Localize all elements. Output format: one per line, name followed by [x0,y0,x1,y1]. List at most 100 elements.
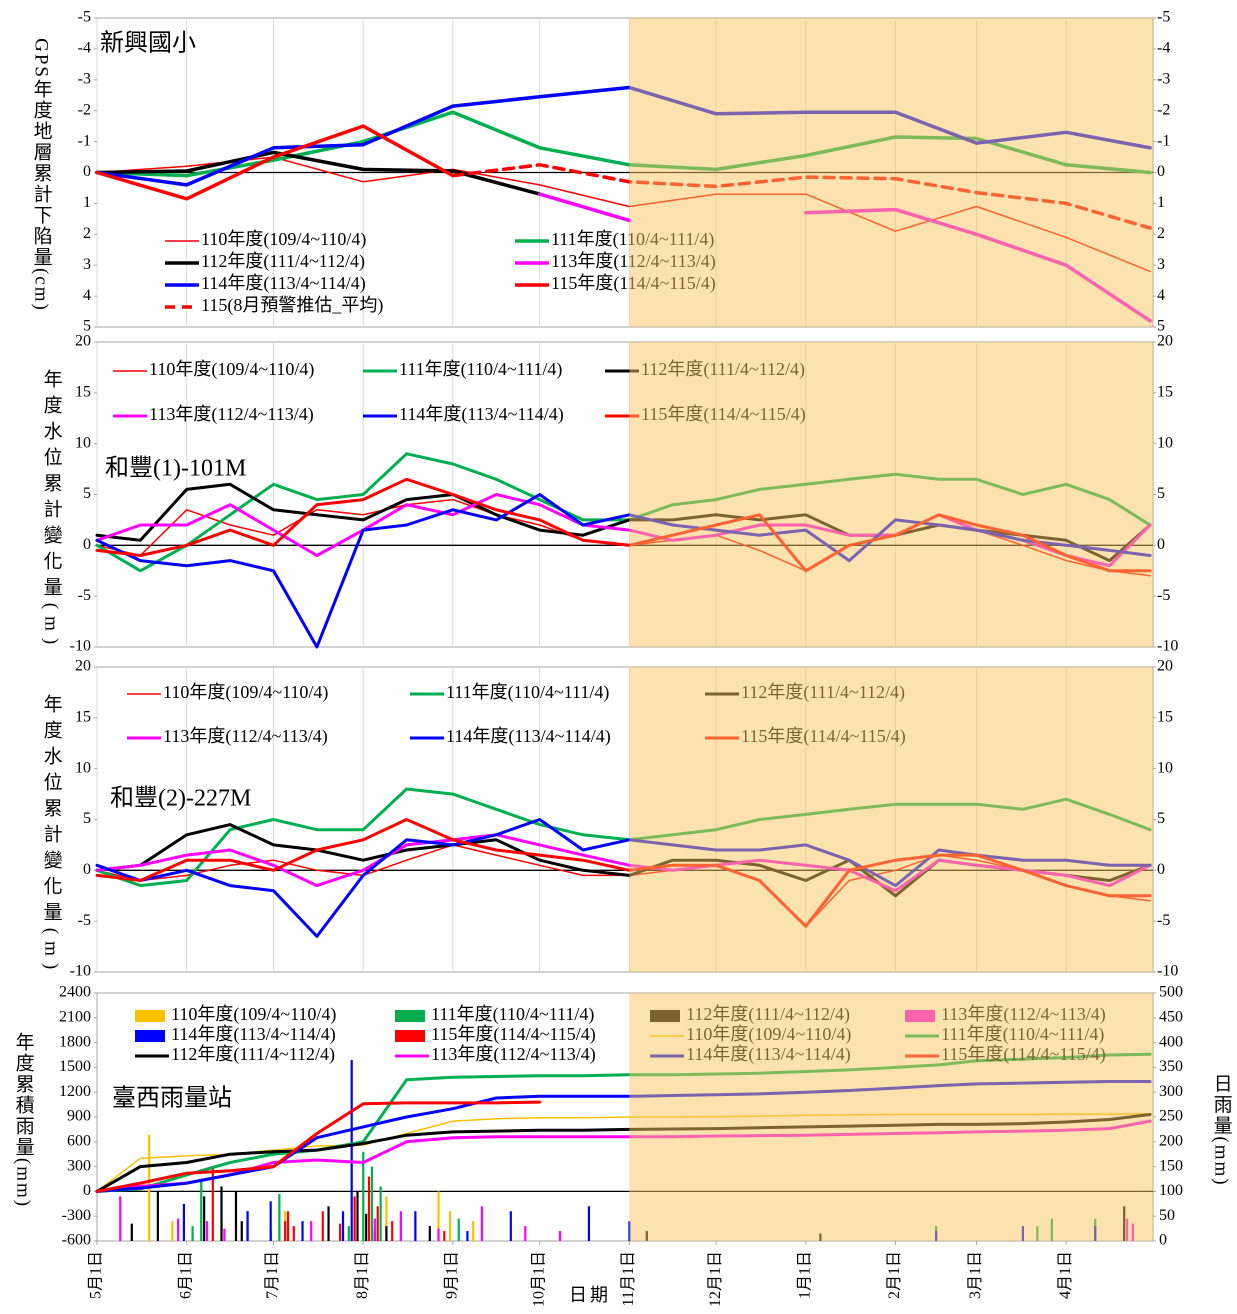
y-right-tick-label: -10 [1157,963,1178,980]
legend-label: 112年度(111/4~112/4) [201,251,365,272]
rain-bar [191,1226,194,1241]
y2-tick-label: 50 [1159,1207,1175,1224]
y-tick-label: 15 [75,709,91,726]
y-tick-label: 2400 [59,984,91,1001]
rain-bar [367,1176,371,1241]
rain-bar [437,1228,440,1241]
y-right-tick-label: 10 [1157,759,1173,776]
shaded-period [629,342,1153,647]
y-tick-label: 900 [67,1108,91,1125]
rain-bar [200,1181,203,1241]
y-right-tick-label: 1 [1157,194,1165,211]
y-tick-label: 20 [75,658,91,675]
y-tick-label: -10 [70,963,91,980]
rain-bar [448,1211,452,1241]
rain-bar [443,1231,446,1241]
y-tick-label: 0 [83,536,91,553]
rain-bar [399,1211,402,1241]
rain-bar [284,1221,287,1241]
y2-tick-label: 500 [1159,984,1183,1001]
x-tick-label: 6月1日 [177,1251,194,1299]
x-tick-label: 7月1日 [264,1251,281,1299]
rain-bar [385,1226,388,1241]
y-right-tick-label: 4 [1157,287,1165,304]
rain-bar [234,1191,238,1241]
y-tick-label: -10 [70,638,91,655]
shaded-period [629,993,1153,1241]
rain-bar [353,1196,356,1241]
rain-bar [203,1196,206,1241]
rain-bar [339,1223,342,1241]
y-right-tick-label: 0 [1157,536,1165,553]
legend-label: 114年度(113/4~114/4) [201,273,366,294]
y-tick-label: 5 [83,485,91,502]
x-axis-title: 日期 [569,1285,611,1305]
series-line [95,1100,542,1193]
y-tick-label: -300 [62,1207,91,1224]
rain-bar [278,1193,281,1241]
rain-bar [437,1191,440,1241]
legend-label: 110年度(109/4~110/4) [163,682,328,703]
y-axis-title: 年度水位累計變化量(m) [41,694,63,977]
x-tick-label: 9月1日 [444,1251,461,1299]
rain-bar [321,1211,324,1241]
y-tick-label: 10 [75,759,91,776]
y2-tick-label: 400 [1159,1033,1183,1050]
y-axis-title: 年度累積雨量(mm) [13,1032,35,1208]
legend-swatch [395,1030,425,1042]
y2-tick-label: 100 [1159,1182,1183,1199]
rain-bar [292,1226,295,1241]
rain-bar [370,1166,374,1241]
legend-label: 111年度(110/4~111/4) [446,682,609,703]
y-tick-label: -5 [78,9,91,26]
legend-swatch [135,1030,165,1042]
rain-bar [472,1221,475,1241]
rain-bar [220,1186,223,1241]
rain-bar [428,1226,431,1241]
x-tick-label: 1月1日 [796,1251,813,1299]
y-tick-label: -600 [62,1232,91,1249]
y-right-tick-label: -10 [1157,638,1178,655]
rain-bar [246,1211,249,1241]
y-right-tick-label: -5 [1157,912,1170,929]
x-tick-label: 12月1日 [707,1251,724,1307]
y-tick-label: -4 [78,40,91,57]
rain-bar [341,1211,345,1241]
x-tick-label: 2月1日 [886,1251,903,1299]
y-right-tick-label: 2 [1157,225,1165,242]
y-tick-label: 1 [83,194,91,211]
y-right-tick-label: 15 [1157,384,1173,401]
y-right-tick-label: 3 [1157,256,1165,273]
y-tick-label: 2100 [59,1008,91,1025]
y-tick-label: 1200 [59,1083,91,1100]
y2-tick-label: 250 [1159,1108,1183,1125]
rain-bar [286,1211,290,1241]
y-right-tick-label: -3 [1157,70,1170,87]
x-tick-label: 4月1日 [1057,1251,1074,1299]
y-right-tick-label: -1 [1157,132,1170,149]
y2-tick-label: 300 [1159,1083,1183,1100]
rain-bar [130,1223,133,1241]
y-right-tick-label: -5 [1157,9,1170,26]
rain-bar [558,1231,562,1241]
y-axis-title: GPS年度地層累計下陷量(cm) [31,38,53,312]
panel-title: 和豐(1)-101M [105,455,246,482]
legend-label: 110年度(109/4~110/4) [171,1004,336,1025]
legend-label: 113年度(112/4~113/4) [163,726,328,747]
rain-bar [119,1196,122,1241]
y-tick-label: 0 [83,1182,91,1199]
y-tick-label: 10 [75,434,91,451]
series-line [95,150,542,196]
rain-bar [457,1218,460,1241]
y-right-tick-label: 0 [1157,861,1165,878]
legend-swatch [395,1010,425,1022]
shaded-period [629,18,1153,327]
x-tick-label: 11月1日 [620,1251,637,1306]
panel: -600 -300 0 300 600 900 1200 1500 1800 2100 2400 0 5… [13,984,1233,1307]
rain-bar [365,1213,368,1241]
rain-bar [509,1211,512,1241]
rain-bar [205,1221,209,1241]
legend-label: 112年度(111/4~112/4) [171,1044,335,1065]
rain-bar [362,1151,365,1241]
series-line [95,124,455,201]
